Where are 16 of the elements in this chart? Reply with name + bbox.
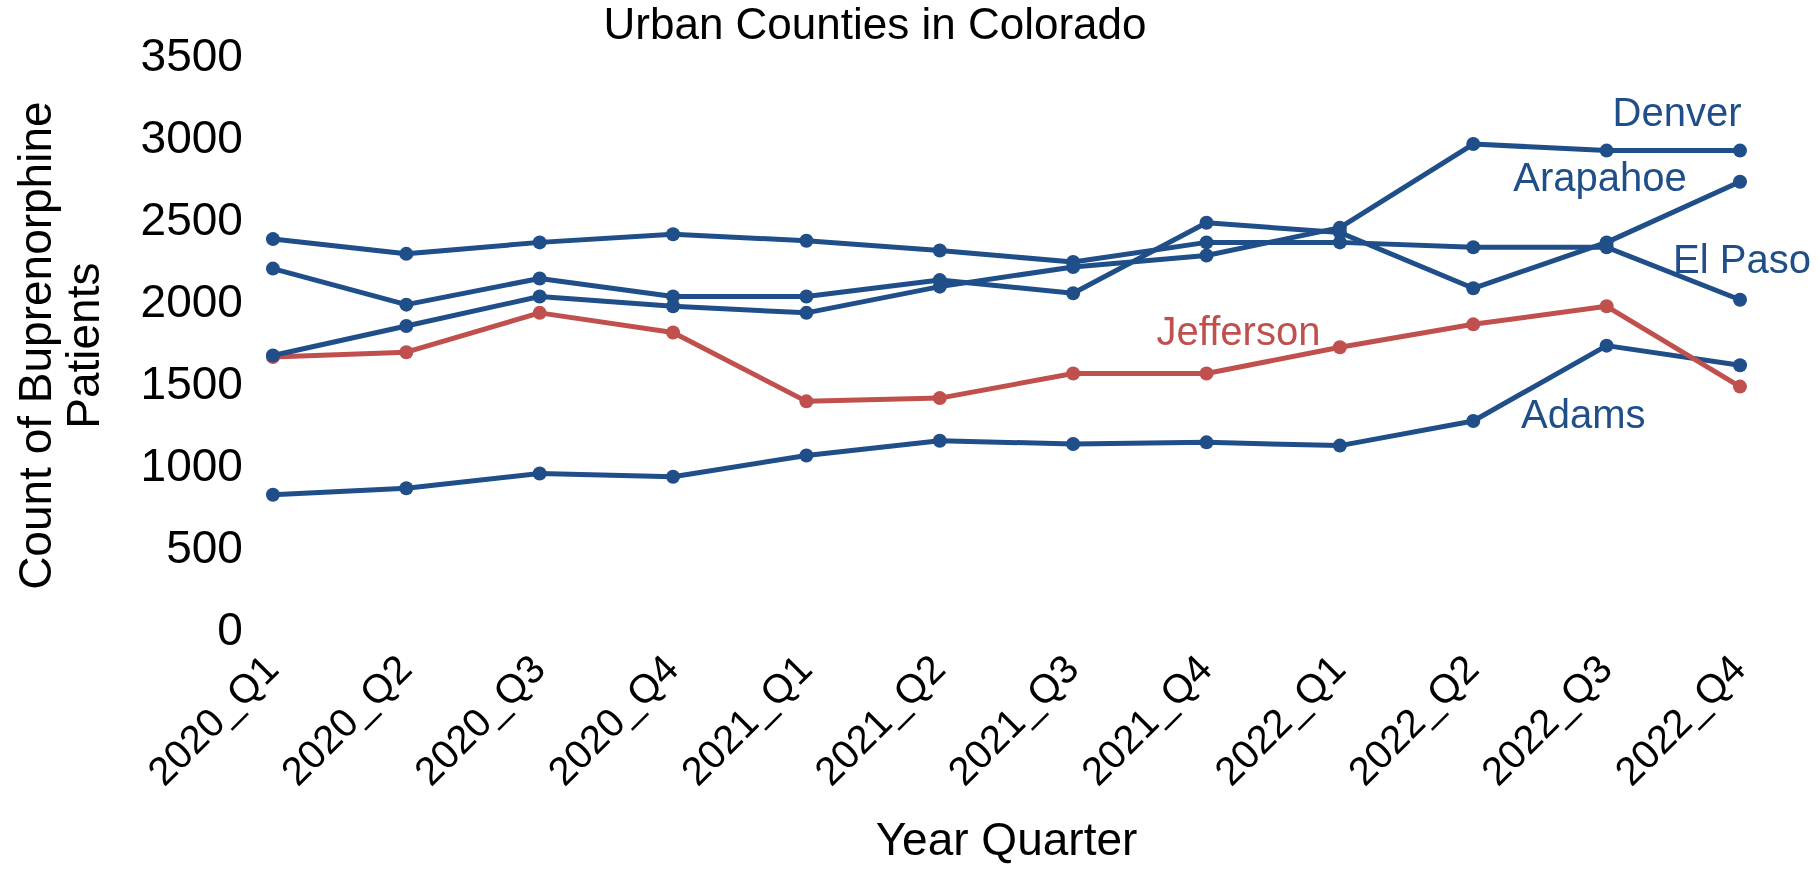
y-tick-label: 1000 [140,439,243,492]
x-axis-title: Year Quarter [875,813,1138,866]
y-axis-title: Count of Buprenorphine Patients [8,101,110,590]
series-label: El Paso [1673,236,1811,281]
y-tick-label: 3500 [140,29,243,82]
y-tick-label: 3000 [140,111,243,164]
series-label: Jefferson [1156,308,1321,353]
series-label: Denver [1612,89,1742,134]
y-tick-label: 500 [166,521,243,574]
y-tick-label: 0 [217,603,243,656]
y-tick-label: 2500 [140,193,243,246]
y-tick-label: 2000 [140,275,243,328]
series-label: Arapahoe [1513,154,1687,199]
chart-title: Urban Counties in Colorado [603,0,1147,48]
y-tick-label: 1500 [140,357,243,410]
series-label: Adams [1521,392,1646,437]
